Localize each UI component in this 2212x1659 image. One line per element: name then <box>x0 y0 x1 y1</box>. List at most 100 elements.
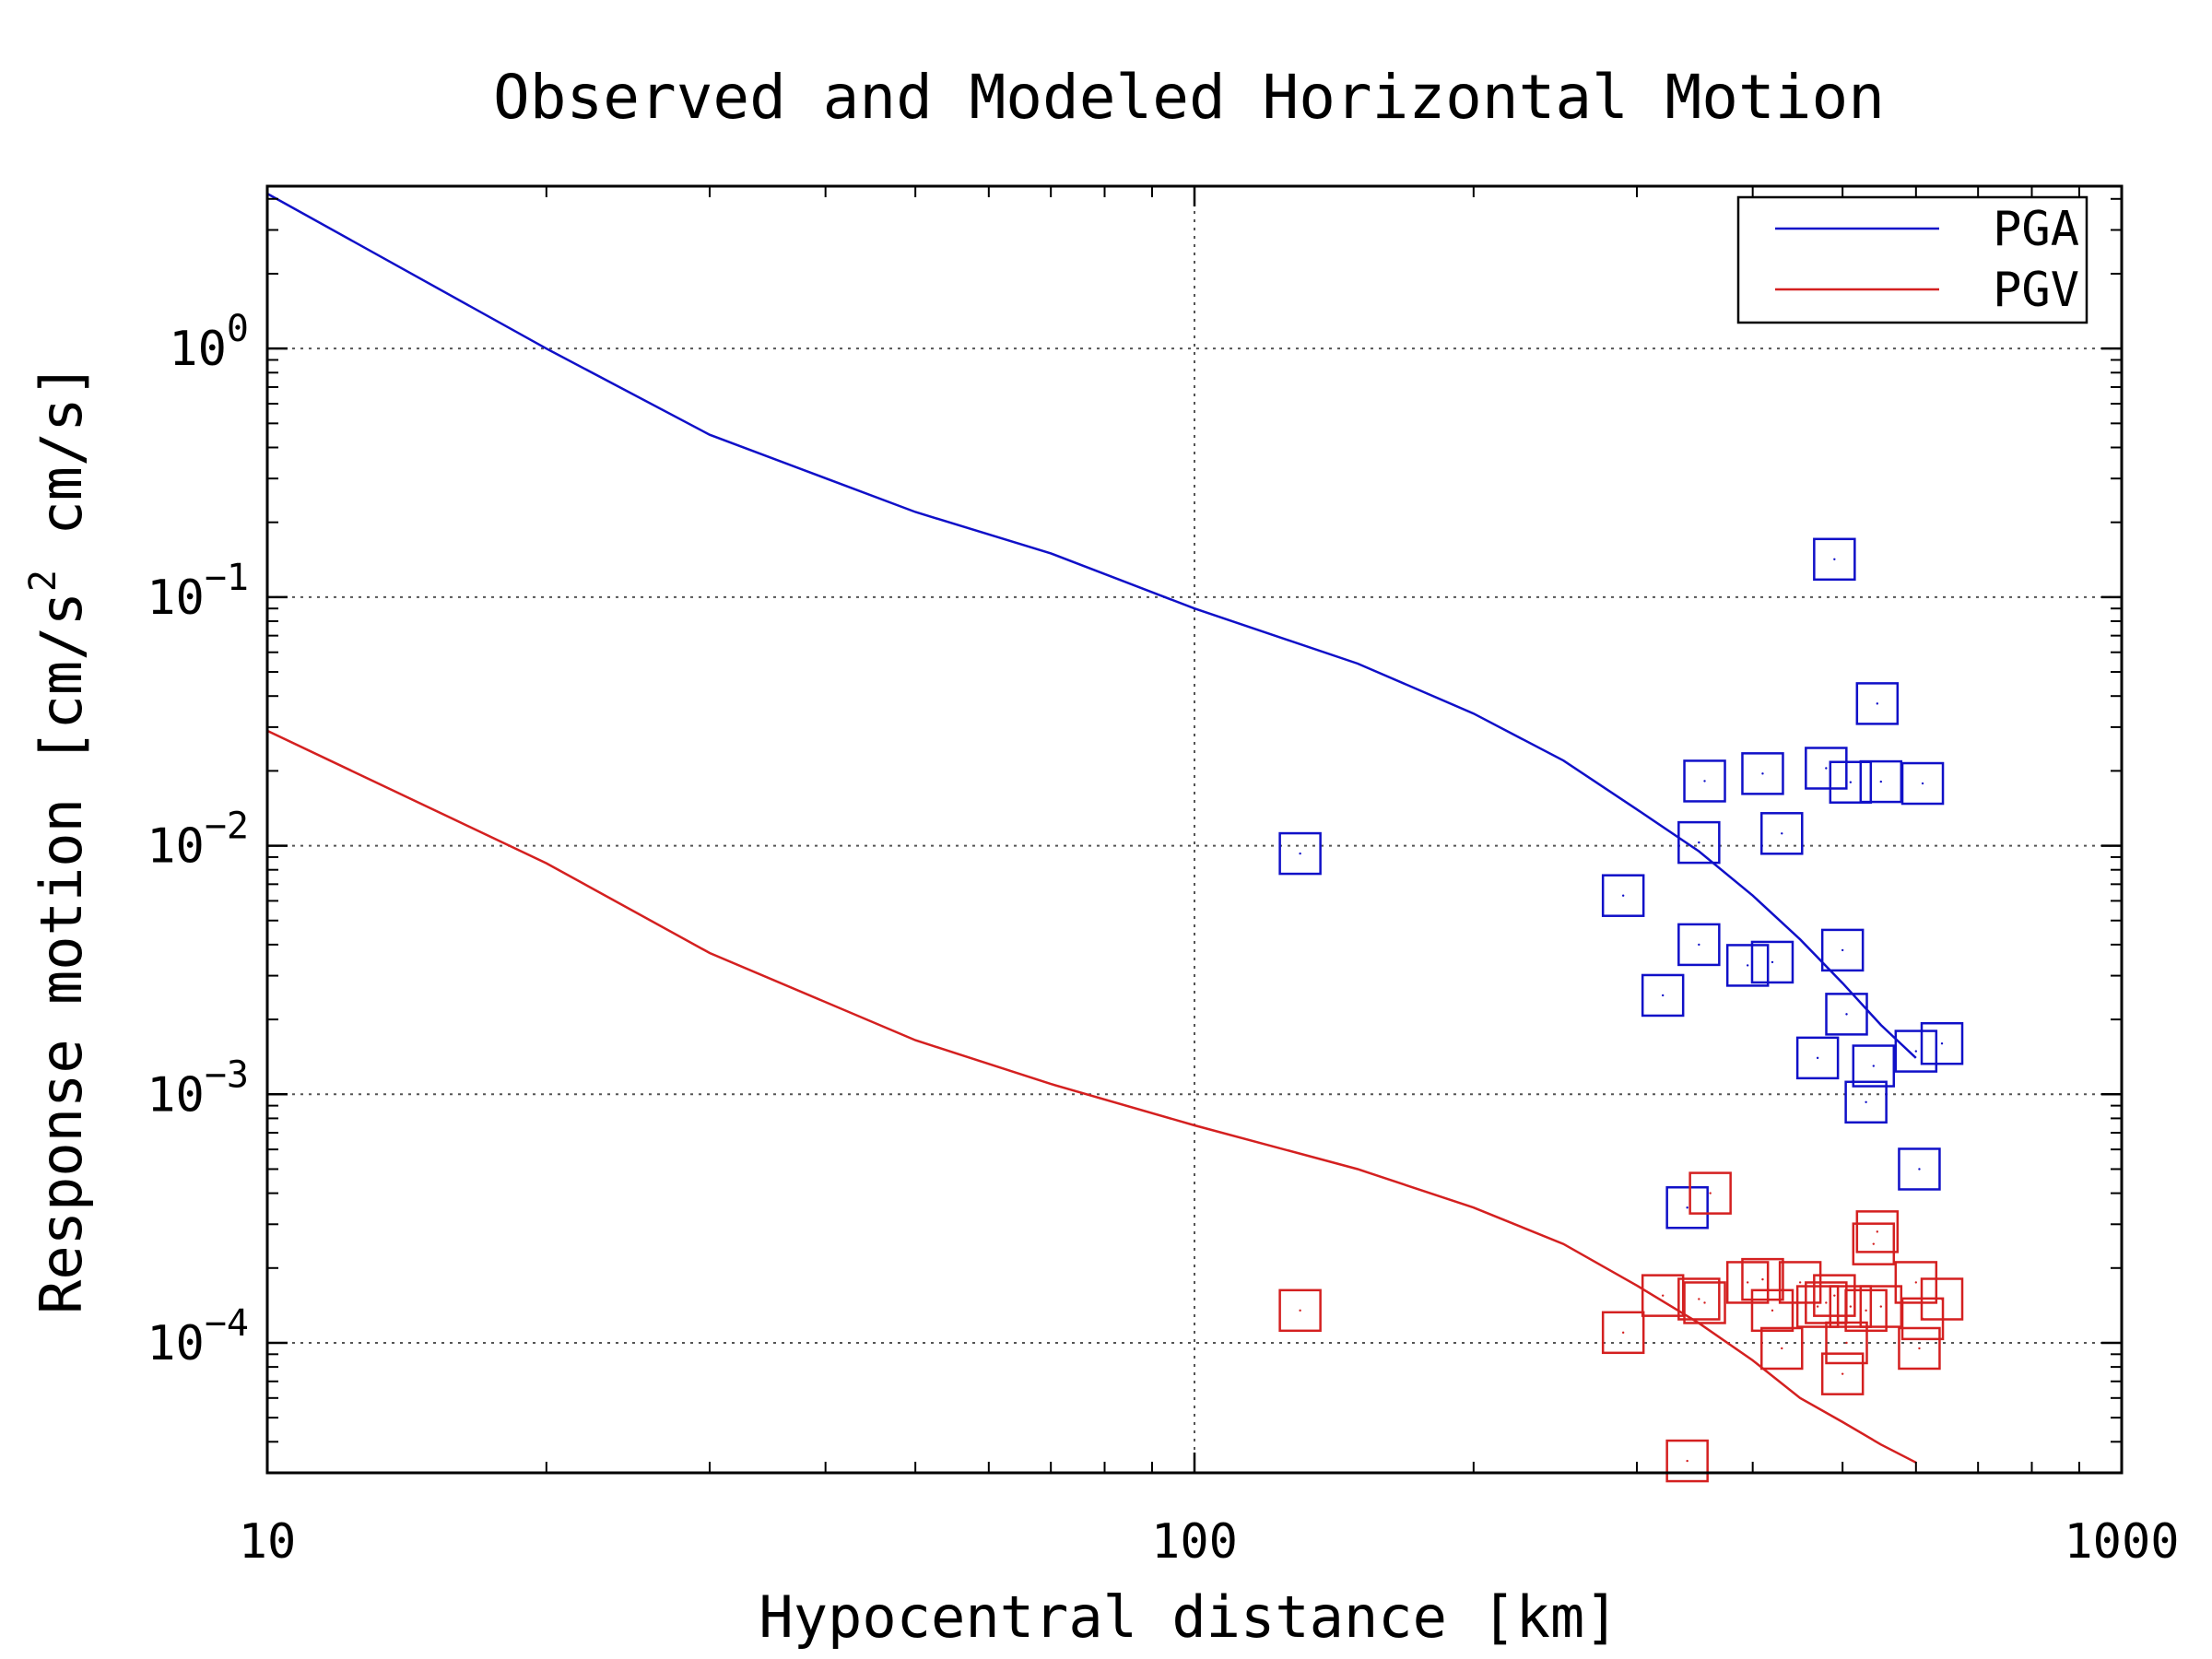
pgv-observed-point-center <box>1876 1230 1879 1233</box>
y-tick-label: 10−4 <box>147 1302 249 1371</box>
pga-observed-point-center <box>1872 1065 1875 1067</box>
pgv-observed-point <box>1677 1277 1721 1321</box>
pgv-observed-point <box>1725 1261 1770 1304</box>
pgv-observed-point <box>1894 1261 1938 1304</box>
pga-observed-point-center <box>1833 558 1836 561</box>
pgv-observed-point-center <box>1865 1309 1867 1312</box>
pgv-observed-point-center <box>1761 1277 1764 1281</box>
pga-observed-point <box>1825 993 1868 1036</box>
pgv-observed-point <box>1829 1285 1873 1328</box>
pgv-observed-point-center <box>1299 1309 1301 1312</box>
pgv-observed-point <box>1795 1285 1840 1328</box>
pga-observed-point <box>1855 682 1900 725</box>
legend-box <box>1736 195 2088 324</box>
pga-observed-point-center <box>1761 772 1764 775</box>
legend-label-pga: PGA <box>1993 202 2079 257</box>
pga-observed-point-center <box>1703 780 1706 782</box>
x-axis-title: Hypocentral distance [km] <box>759 1583 1618 1651</box>
y-tick-label-exponent: −1 <box>205 557 249 599</box>
pgv-observed-point <box>1820 1352 1865 1395</box>
pga-observed-point-center <box>1686 1206 1688 1209</box>
pgv-observed-point-center <box>1621 1331 1625 1335</box>
pgv-model-line <box>266 729 1917 1464</box>
pga-observed-point <box>1852 1044 1896 1088</box>
pga-observed-point <box>1683 759 1726 803</box>
pga-observed-point <box>1725 944 1770 987</box>
pgv-observed-point-center <box>1781 1347 1783 1350</box>
pgv-observed-point-center <box>1940 1298 1944 1300</box>
pga-observed-point-center <box>1698 943 1700 947</box>
pga-observed-point <box>1677 923 1721 967</box>
pgv-observed-point-center <box>1918 1347 1921 1350</box>
pgv-observed-point <box>1601 1311 1645 1355</box>
y-tick-label: 10−2 <box>147 806 249 875</box>
pga-observed-point <box>1900 761 1945 806</box>
legend: PGA PGV <box>1736 195 2088 324</box>
pgv-observed-point-center <box>1816 1305 1819 1308</box>
pga-observed-point <box>1750 940 1794 984</box>
pgv-observed-point <box>1852 1222 1896 1265</box>
pgv-observed-point <box>1844 1288 1888 1333</box>
pgv-observed-point <box>1750 1288 1794 1333</box>
y-tick-label-base: 10 <box>169 322 227 377</box>
pga-observed-point-center <box>1940 1042 1944 1045</box>
pga-observed-point <box>1741 752 1784 795</box>
pga-observed-point <box>1813 537 1856 582</box>
y-axis-title-rest: cm/s] <box>28 363 95 570</box>
y-tick-label-exponent: −2 <box>205 806 249 848</box>
y-tick-label-exponent: 0 <box>227 308 249 350</box>
pgv-observed-point <box>1665 1439 1709 1483</box>
pga-observed-point-center <box>1771 960 1774 964</box>
pga-observed-point <box>1898 1147 1941 1191</box>
pga-observed-point <box>1829 760 1873 804</box>
pga-observed-point <box>1677 820 1721 865</box>
pga-observed-point <box>1920 1021 1964 1065</box>
pgv-observed-point <box>1813 1274 1856 1317</box>
pgv-observed-point <box>1855 1210 1900 1253</box>
pga-observed-point-center <box>1661 994 1665 997</box>
x-tick-label: 1000 <box>2064 1514 2179 1570</box>
pgv-observed-point-center <box>1709 1192 1712 1194</box>
pgv-observed-point-center <box>1845 1341 1848 1345</box>
y-axis-title-main: Response motion [cm/s <box>28 592 95 1314</box>
grid <box>267 186 2122 1473</box>
y-tick-label: 10−1 <box>147 557 249 626</box>
pgv-observed-point-center <box>1914 1281 1918 1284</box>
pga-observed-point <box>1894 1030 1938 1073</box>
plot-area-frame <box>265 184 2124 1475</box>
pga-observed-point-center <box>1698 841 1700 844</box>
pgv-observed-point-center <box>1879 1305 1883 1308</box>
pga-observed-point-center <box>1825 767 1828 770</box>
pga-observed-point <box>1665 1185 1709 1230</box>
pga-observed-point-center <box>1914 1050 1918 1053</box>
pgv-observed-point-center <box>1825 1301 1828 1304</box>
y-axis-title-superscript: 2 <box>22 570 65 592</box>
pga-observed-point-center <box>1746 964 1749 967</box>
pgv-observed-point-center <box>1661 1294 1665 1297</box>
pga-observed-point <box>1805 747 1848 790</box>
pga-observed-point-center <box>1816 1056 1819 1060</box>
pga-observed-point-center <box>1841 948 1844 952</box>
chart-title: Observed and Modeled Horizontal Motion <box>493 62 1885 133</box>
y-tick-label-base: 10 <box>147 819 205 875</box>
pga-observed-point <box>1641 973 1685 1018</box>
pga-observed-point-center <box>1865 1100 1867 1103</box>
y-tick-label-base: 10 <box>147 1067 205 1123</box>
pgv-observed-point <box>1920 1277 1964 1321</box>
pga-observed-point-center <box>1845 1013 1848 1016</box>
pgv-observed-point-center <box>1872 1242 1875 1245</box>
pgv-observed-point <box>1898 1326 1941 1371</box>
series-layer <box>266 193 1964 1483</box>
pga-observed-point-center <box>1918 1168 1921 1171</box>
y-tick-label-exponent: −3 <box>205 1053 249 1096</box>
pga-observed-point-center <box>1876 702 1879 705</box>
pgv-observed-point <box>1741 1257 1784 1301</box>
pga-observed-point <box>1760 812 1804 855</box>
y-axis-title: Response motion [cm/s2 cm/s] <box>22 363 95 1314</box>
pga-observed-point-center <box>1921 782 1924 785</box>
legend-label-pgv: PGV <box>1993 263 2079 318</box>
y-tick-label: 10−3 <box>147 1053 249 1123</box>
pgv-observed-point-center <box>1703 1301 1706 1304</box>
